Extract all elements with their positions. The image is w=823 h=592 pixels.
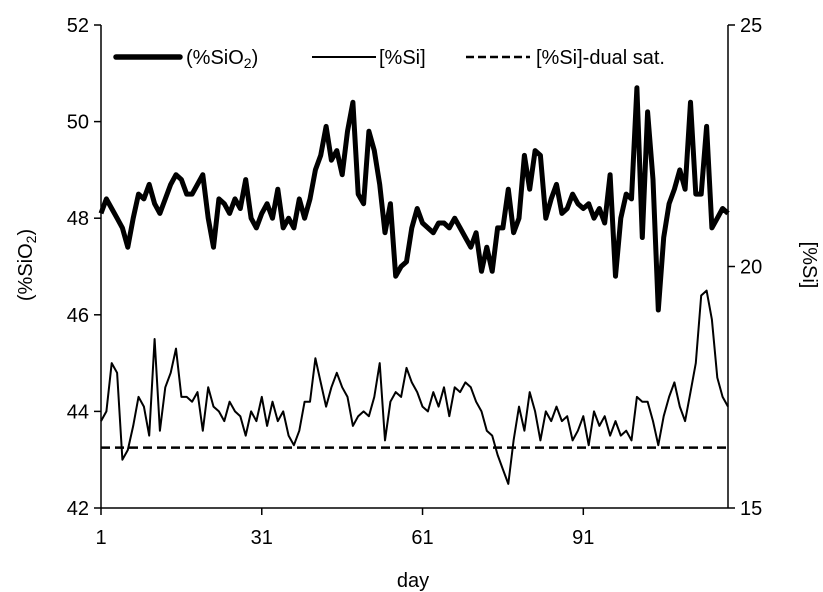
x-axis-title: day [397, 570, 429, 592]
y-left-tick-label: 52 [67, 15, 89, 37]
axes: 42 44 46 48 50 52 15 20 25 1 31 61 91 [67, 15, 763, 549]
legend: (%SiO2) [%Si] [%Si]-dual sat. [113, 47, 665, 71]
y-right-tick-label: 25 [740, 15, 762, 37]
y-left-tick-label: 44 [67, 401, 89, 423]
y-left-tick-label: 46 [67, 305, 89, 327]
y-left-tick-label: 48 [67, 208, 89, 230]
x-tick-label: 61 [411, 527, 433, 549]
series-line-si [100, 289, 729, 485]
legend-label-sio2: (%SiO2) [186, 47, 258, 71]
y-left-tick-label: 50 [67, 112, 89, 134]
x-tick-label: 1 [95, 527, 106, 549]
y-right-tick-label: 15 [740, 498, 762, 520]
legend-label-dual: [%Si]-dual sat. [536, 47, 665, 69]
x-tick-label: 91 [572, 527, 594, 549]
plot-lines [98, 85, 730, 485]
legend-label-si: [%Si] [379, 47, 426, 69]
y-right-tick-label: 20 [740, 257, 762, 279]
series-line-sio2 [98, 85, 730, 313]
y-axis-title-right: [%Si] [798, 242, 820, 289]
y-left-tick-label: 42 [67, 498, 89, 520]
y-axis-title-left: (%SiO2) [15, 229, 39, 301]
x-tick-label: 31 [251, 527, 273, 549]
